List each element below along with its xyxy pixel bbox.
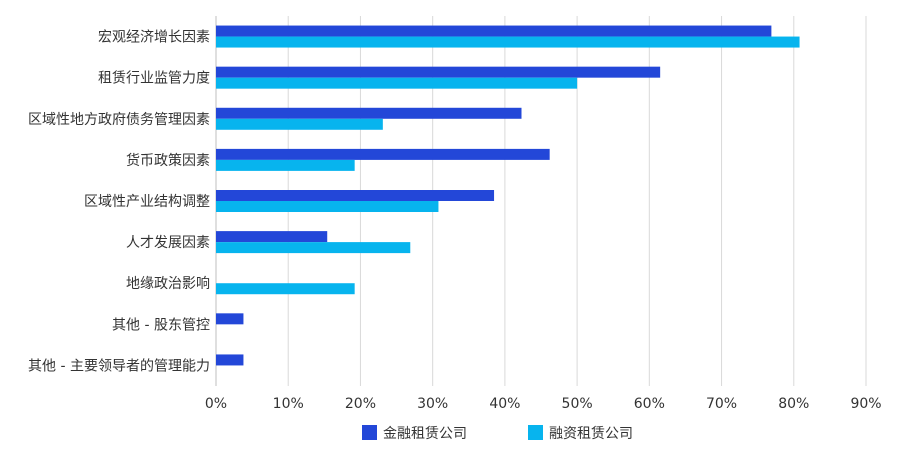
bar-finance-leasing-5 (216, 242, 411, 254)
category-label: 区域性地方政府债务管理因素 (28, 112, 210, 128)
category-label: 租赁行业监管力度 (98, 71, 210, 87)
x-tick-label: 40% (489, 396, 520, 412)
category-label: 地缘政治影响 (126, 276, 210, 292)
x-tick-label: 90% (850, 396, 881, 412)
category-label: 其他 - 主要领导者的管理能力 (28, 358, 210, 374)
bar-financial-leasing-2 (216, 107, 522, 119)
bar-financial-leasing-1 (216, 66, 661, 78)
bars (216, 25, 800, 366)
x-tick-label: 50% (562, 396, 593, 412)
bar-finance-leasing-4 (216, 201, 439, 212)
x-axis-ticks: 0% 10% 20% 30% 40% 50% 60% 70% 80% 90% (205, 396, 882, 412)
category-label: 人才发展因素 (126, 235, 210, 251)
x-tick-label: 0% (205, 396, 227, 412)
bar-finance-leasing-3 (216, 159, 355, 171)
bar-financial-leasing-0 (216, 25, 772, 37)
x-tick-label: 10% (273, 396, 304, 412)
bar-financial-leasing-3 (216, 148, 550, 160)
bar-financial-leasing-7 (216, 313, 244, 325)
bar-financial-leasing-8 (216, 354, 244, 366)
legend-swatch (528, 425, 543, 440)
x-tick-label: 60% (634, 396, 665, 412)
category-label: 货币政策因素 (126, 152, 210, 169)
bar-finance-leasing-1 (216, 77, 578, 89)
legend-swatch (362, 425, 377, 440)
category-label: 区域性产业结构调整 (84, 194, 210, 210)
x-tick-label: 30% (417, 396, 448, 412)
legend: 金融租赁公司 融资租赁公司 (362, 425, 633, 442)
x-tick-label: 70% (706, 396, 737, 412)
category-label: 宏观经济增长因素 (98, 30, 210, 46)
bar-finance-leasing-0 (216, 36, 800, 48)
legend-label: 融资租赁公司 (549, 426, 633, 442)
bar-financial-leasing-4 (216, 190, 495, 201)
category-labels: 宏观经济增长因素租赁行业监管力度区域性地方政府债务管理因素货币政策因素区域性产业… (28, 30, 210, 375)
x-tick-label: 20% (345, 396, 376, 412)
category-label: 其他 - 股东管控 (112, 317, 210, 333)
bar-financial-leasing-5 (216, 231, 328, 243)
bar-finance-leasing-2 (216, 118, 383, 130)
legend-label: 金融租赁公司 (383, 426, 467, 442)
x-tick-label: 80% (778, 396, 809, 412)
bar-finance-leasing-6 (216, 283, 355, 295)
